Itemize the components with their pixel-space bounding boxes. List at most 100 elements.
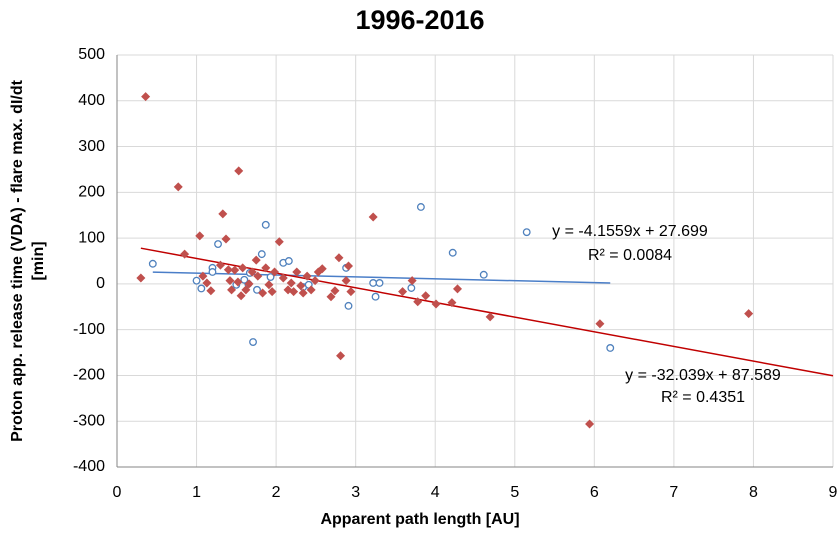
point (317, 264, 327, 274)
chart-title: 1996-2016 (355, 5, 484, 35)
point (326, 292, 336, 302)
y-tick-label: 100 (78, 229, 105, 246)
y-tick-label: 0 (96, 275, 105, 292)
y-tick-label: 200 (78, 184, 105, 201)
y-tick-label: -400 (73, 458, 105, 475)
point (251, 255, 261, 265)
point (202, 278, 212, 288)
point (413, 297, 423, 307)
point (197, 284, 206, 293)
point (195, 231, 205, 241)
point (346, 287, 356, 297)
point (257, 250, 266, 259)
point (595, 319, 605, 329)
y-axis-title: [min] (30, 241, 47, 280)
y-tick-label: 300 (78, 138, 105, 155)
point (371, 292, 380, 301)
point (236, 291, 246, 301)
y-tick-label: -100 (73, 321, 105, 338)
point (136, 273, 146, 283)
x-tick-label: 7 (669, 484, 678, 501)
trendline-equation: y = -4.1559x + 27.699 (552, 223, 708, 240)
point (215, 260, 225, 270)
point (249, 338, 257, 346)
trendline-equation: y = -32.039x + 87.589 (625, 367, 781, 384)
point (214, 240, 222, 249)
point (284, 257, 293, 265)
point (253, 271, 263, 281)
point (208, 268, 217, 276)
point (302, 271, 312, 281)
point (274, 237, 284, 247)
point (298, 288, 308, 298)
x-tick-label: 4 (431, 484, 440, 501)
x-axis-title: Apparent path length [AU] (320, 511, 519, 528)
point (227, 285, 237, 295)
trendline (152, 271, 611, 284)
point (278, 273, 288, 283)
point (148, 259, 157, 268)
point (336, 351, 346, 361)
point (221, 234, 231, 244)
point (230, 265, 240, 275)
y-tick-label: 400 (78, 92, 105, 109)
x-tick-label: 0 (113, 484, 122, 501)
point (744, 309, 754, 319)
point (289, 287, 299, 297)
x-tick-label: 6 (590, 484, 599, 501)
point (398, 287, 408, 297)
point (238, 263, 248, 273)
point (180, 249, 190, 259)
point (407, 284, 416, 292)
x-tick-label: 2 (272, 484, 281, 501)
point (247, 267, 257, 277)
y-tick-label: -300 (73, 412, 105, 429)
point (292, 267, 302, 277)
point (421, 291, 431, 301)
point (522, 228, 531, 237)
point (431, 299, 441, 309)
point (344, 261, 354, 271)
point (264, 280, 274, 290)
point (244, 279, 254, 289)
point (306, 285, 316, 295)
x-tick-label: 9 (829, 484, 838, 501)
y-tick-label: -200 (73, 367, 105, 384)
point (334, 253, 344, 263)
point (479, 270, 488, 279)
point (225, 276, 235, 286)
x-tick-label: 8 (749, 484, 758, 501)
point (173, 182, 183, 192)
point (369, 279, 378, 287)
point (485, 312, 495, 322)
point (266, 273, 275, 281)
point (448, 248, 457, 257)
point (192, 276, 201, 285)
trendline-r2: R² = 0.4351 (661, 389, 745, 406)
point (261, 263, 271, 273)
x-tick-label: 1 (192, 484, 201, 501)
point (368, 212, 378, 222)
y-tick-label: 500 (78, 46, 105, 63)
point (341, 276, 351, 286)
x-tick-label: 5 (510, 484, 519, 501)
point (141, 92, 151, 102)
trendline-r2: R² = 0.0084 (588, 247, 672, 264)
point (241, 285, 251, 295)
point (270, 267, 280, 277)
point (206, 286, 216, 296)
point (416, 203, 425, 211)
point (258, 288, 268, 298)
point (261, 220, 270, 229)
point (375, 279, 384, 287)
point (310, 276, 320, 286)
point (253, 285, 261, 294)
point (218, 209, 228, 219)
point (330, 286, 340, 296)
point (606, 344, 615, 352)
point (447, 298, 457, 308)
point (296, 281, 306, 291)
point (407, 276, 417, 286)
point (585, 419, 595, 429)
